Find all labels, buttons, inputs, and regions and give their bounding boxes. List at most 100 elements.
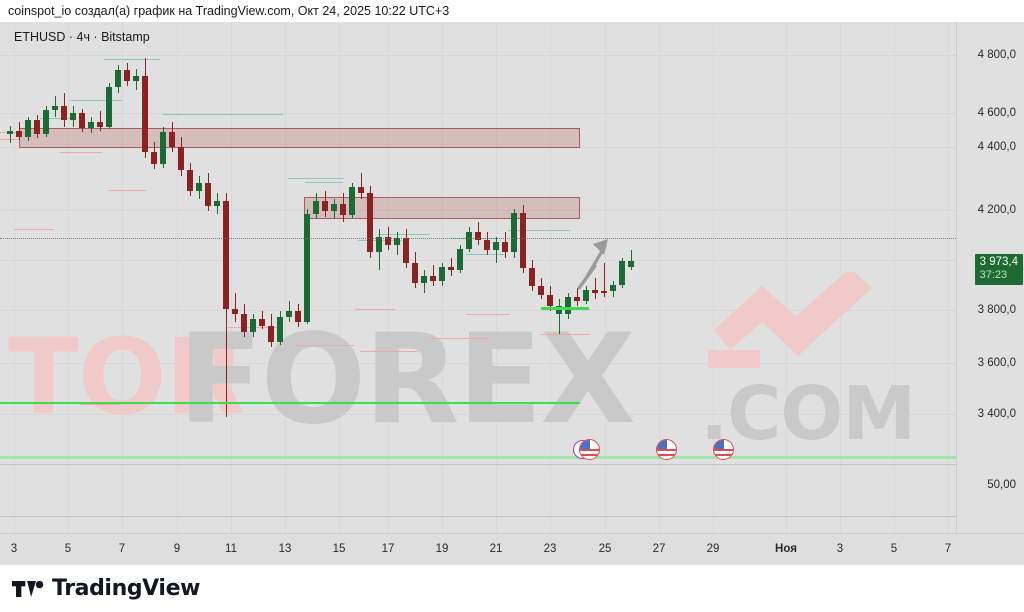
time-tick: 3: [836, 543, 844, 555]
candle-body: [160, 131, 166, 164]
supply-zone-lower[interactable]: [304, 197, 580, 219]
candle-wick: [9, 125, 11, 144]
last-price-tag[interactable]: 3 973,4 37:23: [974, 254, 1023, 285]
time-tick: 19: [435, 543, 449, 555]
bar-countdown: 37:23: [979, 269, 1008, 281]
support-line-base[interactable]: [0, 456, 956, 459]
level-line-pink: [540, 334, 590, 335]
panel-separator-1: [0, 464, 1024, 465]
level-line-pink: [355, 309, 395, 310]
candle-body: [367, 193, 373, 253]
candle-body: [223, 201, 229, 309]
watermark-forex: FOREX: [178, 308, 636, 452]
candle-body: [439, 266, 445, 281]
candle-body: [250, 319, 256, 332]
candle-body: [520, 212, 526, 268]
time-tick: 9: [173, 543, 181, 555]
last-price-crosshair: [0, 238, 956, 239]
price-axis[interactable]: 4 800,0 4 600,0 4 400,0 4 200,0 4 000,0 …: [956, 22, 1024, 546]
candle-body: [286, 311, 292, 317]
level-line-teal: [40, 118, 72, 119]
candle-body: [232, 308, 238, 314]
tradingview-logo-icon: [12, 580, 44, 597]
time-tick: 29: [706, 543, 720, 555]
candle-body: [448, 266, 454, 271]
level-line-pink: [14, 229, 54, 230]
candle-body: [268, 325, 274, 343]
tradingview-footer: TradingView: [0, 565, 1024, 612]
vgridline: [605, 22, 606, 533]
candle-wick: [558, 298, 560, 335]
level-line-teal: [466, 254, 506, 255]
candle-body: [142, 75, 148, 153]
vgridline: [496, 22, 497, 533]
share-header: coinspot_io создал(а) график на TradingV…: [0, 0, 1024, 22]
candle-body: [349, 187, 355, 216]
vgridline: [713, 22, 714, 533]
candle-body: [106, 87, 112, 127]
candle-body: [421, 275, 427, 284]
candle-body: [331, 203, 337, 212]
event-marker-1[interactable]: [573, 439, 600, 461]
candle-wick: [630, 249, 632, 271]
time-tick: 21: [489, 543, 503, 555]
candle-wick: [594, 278, 596, 299]
price-tick: 3 800,0: [977, 304, 1016, 316]
price-plot-area[interactable]: TOR FOREX .COM: [0, 22, 956, 533]
candle-body: [556, 306, 562, 314]
us-flag-icon: [579, 439, 600, 460]
event-marker-3[interactable]: [713, 439, 735, 461]
projected-uptrend-arrow[interactable]: [575, 230, 635, 300]
candle-body: [565, 297, 571, 314]
chart-legend[interactable]: ETHUSD · 4ч · Bitstamp: [14, 30, 150, 44]
gridline-3600: [0, 363, 956, 364]
tradingview-wordmark: TradingView: [52, 576, 201, 601]
candle-body: [376, 237, 382, 253]
vgridline: [285, 22, 286, 533]
candle-body: [61, 106, 67, 121]
candle-body: [322, 201, 328, 212]
candle-wick: [288, 301, 290, 322]
candle-body: [412, 262, 418, 284]
event-marker-2[interactable]: [656, 439, 678, 461]
us-flag-icon: [656, 439, 677, 460]
gridline-3400: [0, 414, 956, 415]
candle-body: [70, 112, 76, 121]
support-line-recent[interactable]: [541, 307, 589, 310]
time-axis[interactable]: 3 5 7 9 11 13 15 17 19 21 23 25 27 29 Но…: [0, 533, 1024, 565]
vgridline: [948, 22, 949, 533]
candle-body: [394, 238, 400, 245]
time-tick: 13: [278, 543, 292, 555]
candle-wick: [603, 262, 605, 298]
chart-container[interactable]: TOR FOREX .COM: [0, 22, 1024, 565]
candle-body: [529, 267, 535, 286]
candle-body: [97, 121, 103, 127]
gridline-4000: [0, 260, 956, 261]
level-line-teal: [508, 230, 570, 231]
time-tick: 5: [890, 543, 898, 555]
support-line-3400[interactable]: [0, 402, 580, 404]
candle-wick: [99, 111, 101, 131]
time-tick: 15: [332, 543, 346, 555]
candle-body: [430, 275, 436, 281]
candle-body: [619, 261, 625, 285]
vgridline: [550, 22, 551, 533]
gridline-4600: [0, 113, 956, 114]
candle-body: [25, 120, 31, 138]
level-line-teal: [104, 59, 160, 60]
candle-body: [385, 237, 391, 245]
level-line-pink: [296, 345, 354, 346]
supply-zone-upper[interactable]: [19, 128, 580, 148]
level-line-pink: [108, 190, 146, 191]
level-line-teal: [378, 234, 430, 235]
candle-body: [7, 130, 13, 135]
vgridline: [231, 22, 232, 533]
candle-body: [610, 284, 616, 291]
candle-body: [304, 213, 310, 322]
time-tick: 7: [944, 543, 952, 555]
vgridline: [388, 22, 389, 533]
level-line-pink: [430, 338, 488, 339]
candle-body: [403, 238, 409, 263]
candle-body: [484, 239, 490, 250]
candle-body: [592, 289, 598, 294]
